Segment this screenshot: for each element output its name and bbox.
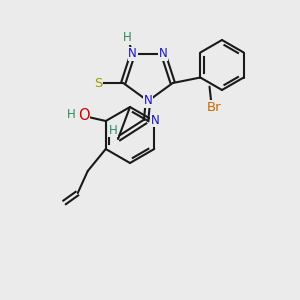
Text: S: S — [94, 76, 103, 89]
Text: N: N — [128, 47, 137, 61]
Text: H: H — [109, 124, 117, 136]
Text: N: N — [151, 113, 159, 127]
Text: H: H — [66, 107, 75, 121]
Text: O: O — [78, 109, 90, 124]
Text: H: H — [123, 32, 132, 44]
Text: N: N — [144, 94, 152, 107]
Text: N: N — [159, 47, 168, 61]
Text: Br: Br — [207, 101, 222, 114]
